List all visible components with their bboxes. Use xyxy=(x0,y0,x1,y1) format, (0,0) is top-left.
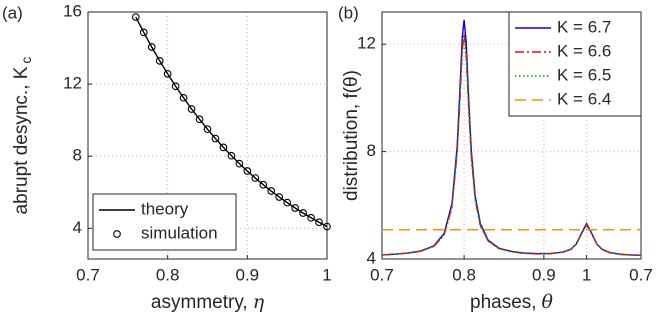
x-tick-label: 0.7 xyxy=(629,265,653,284)
x-axis-label: asymmetry, η xyxy=(151,291,265,313)
marker xyxy=(307,213,315,222)
y-axis-label-text: abrupt desync., K xyxy=(11,66,32,214)
x-tick-label: 0.8 xyxy=(452,265,476,284)
x-axis-label: phases, θ xyxy=(470,291,554,313)
y-tick-label: 16 xyxy=(63,1,82,20)
legend-box xyxy=(92,193,237,251)
y-tick-label: 8 xyxy=(73,146,82,165)
x-axis-label-symbol: η xyxy=(253,291,265,313)
y-tick-label: 12 xyxy=(357,34,376,53)
marker xyxy=(259,180,268,189)
marker xyxy=(235,159,244,168)
x-axis-label-text: phases, xyxy=(470,292,537,313)
marker xyxy=(227,151,236,160)
legend-label: K = 6.4 xyxy=(557,89,611,108)
legend-box xyxy=(508,11,642,117)
marker xyxy=(299,209,307,217)
marker xyxy=(267,187,276,195)
marker xyxy=(139,28,148,37)
x-tick-label: 0.8 xyxy=(156,265,180,284)
marker xyxy=(195,115,204,124)
x-tick-label: 0.7 xyxy=(370,265,394,284)
marker xyxy=(171,82,180,91)
marker xyxy=(283,198,292,207)
marker xyxy=(163,69,172,78)
data-line xyxy=(135,16,328,228)
legend-label: K = 6.7 xyxy=(557,17,611,36)
y-tick-label: 8 xyxy=(367,141,376,160)
y-axis-label: distribution, f(θ) xyxy=(341,70,362,201)
x-tick-label: 0.9 xyxy=(236,265,260,284)
marker xyxy=(243,167,252,175)
legend-marker xyxy=(113,230,121,238)
y-tick-label: 4 xyxy=(73,218,82,237)
marker xyxy=(155,57,164,65)
data-line xyxy=(381,33,642,256)
marker xyxy=(251,174,260,182)
legend-label: simulation xyxy=(141,223,218,242)
panel-label: (b) xyxy=(338,3,359,22)
x-tick-label: 1 xyxy=(582,265,591,284)
y-axis-label-text: distribution, f(θ) xyxy=(341,70,362,201)
x-tick-label: 0.7 xyxy=(76,265,100,284)
y-tick-label: 12 xyxy=(63,74,82,93)
marker xyxy=(187,105,196,113)
legend-label: K = 6.6 xyxy=(557,41,611,60)
marker xyxy=(275,193,284,201)
axes-box xyxy=(87,11,328,260)
y-axis-label-sub: c xyxy=(18,57,34,64)
panel-label: (a) xyxy=(2,3,23,22)
x-axis-label-text: asymmetry, xyxy=(151,292,248,313)
x-tick-label: 1 xyxy=(322,265,331,284)
y-tick-label: 4 xyxy=(367,248,376,267)
marker xyxy=(203,125,212,134)
marker xyxy=(315,218,323,227)
marker xyxy=(219,143,228,152)
marker xyxy=(147,43,156,51)
marker xyxy=(323,222,331,231)
marker xyxy=(211,134,220,143)
x-axis-label-symbol: θ xyxy=(542,291,554,313)
y-axis-label: abrupt desync., K c xyxy=(11,57,34,215)
x-tick-label: 0.9 xyxy=(532,265,556,284)
legend-label: K = 6.5 xyxy=(557,65,611,84)
marker xyxy=(291,204,299,212)
legend-label: theory xyxy=(141,199,189,218)
marker xyxy=(179,93,188,102)
marker xyxy=(131,13,140,21)
